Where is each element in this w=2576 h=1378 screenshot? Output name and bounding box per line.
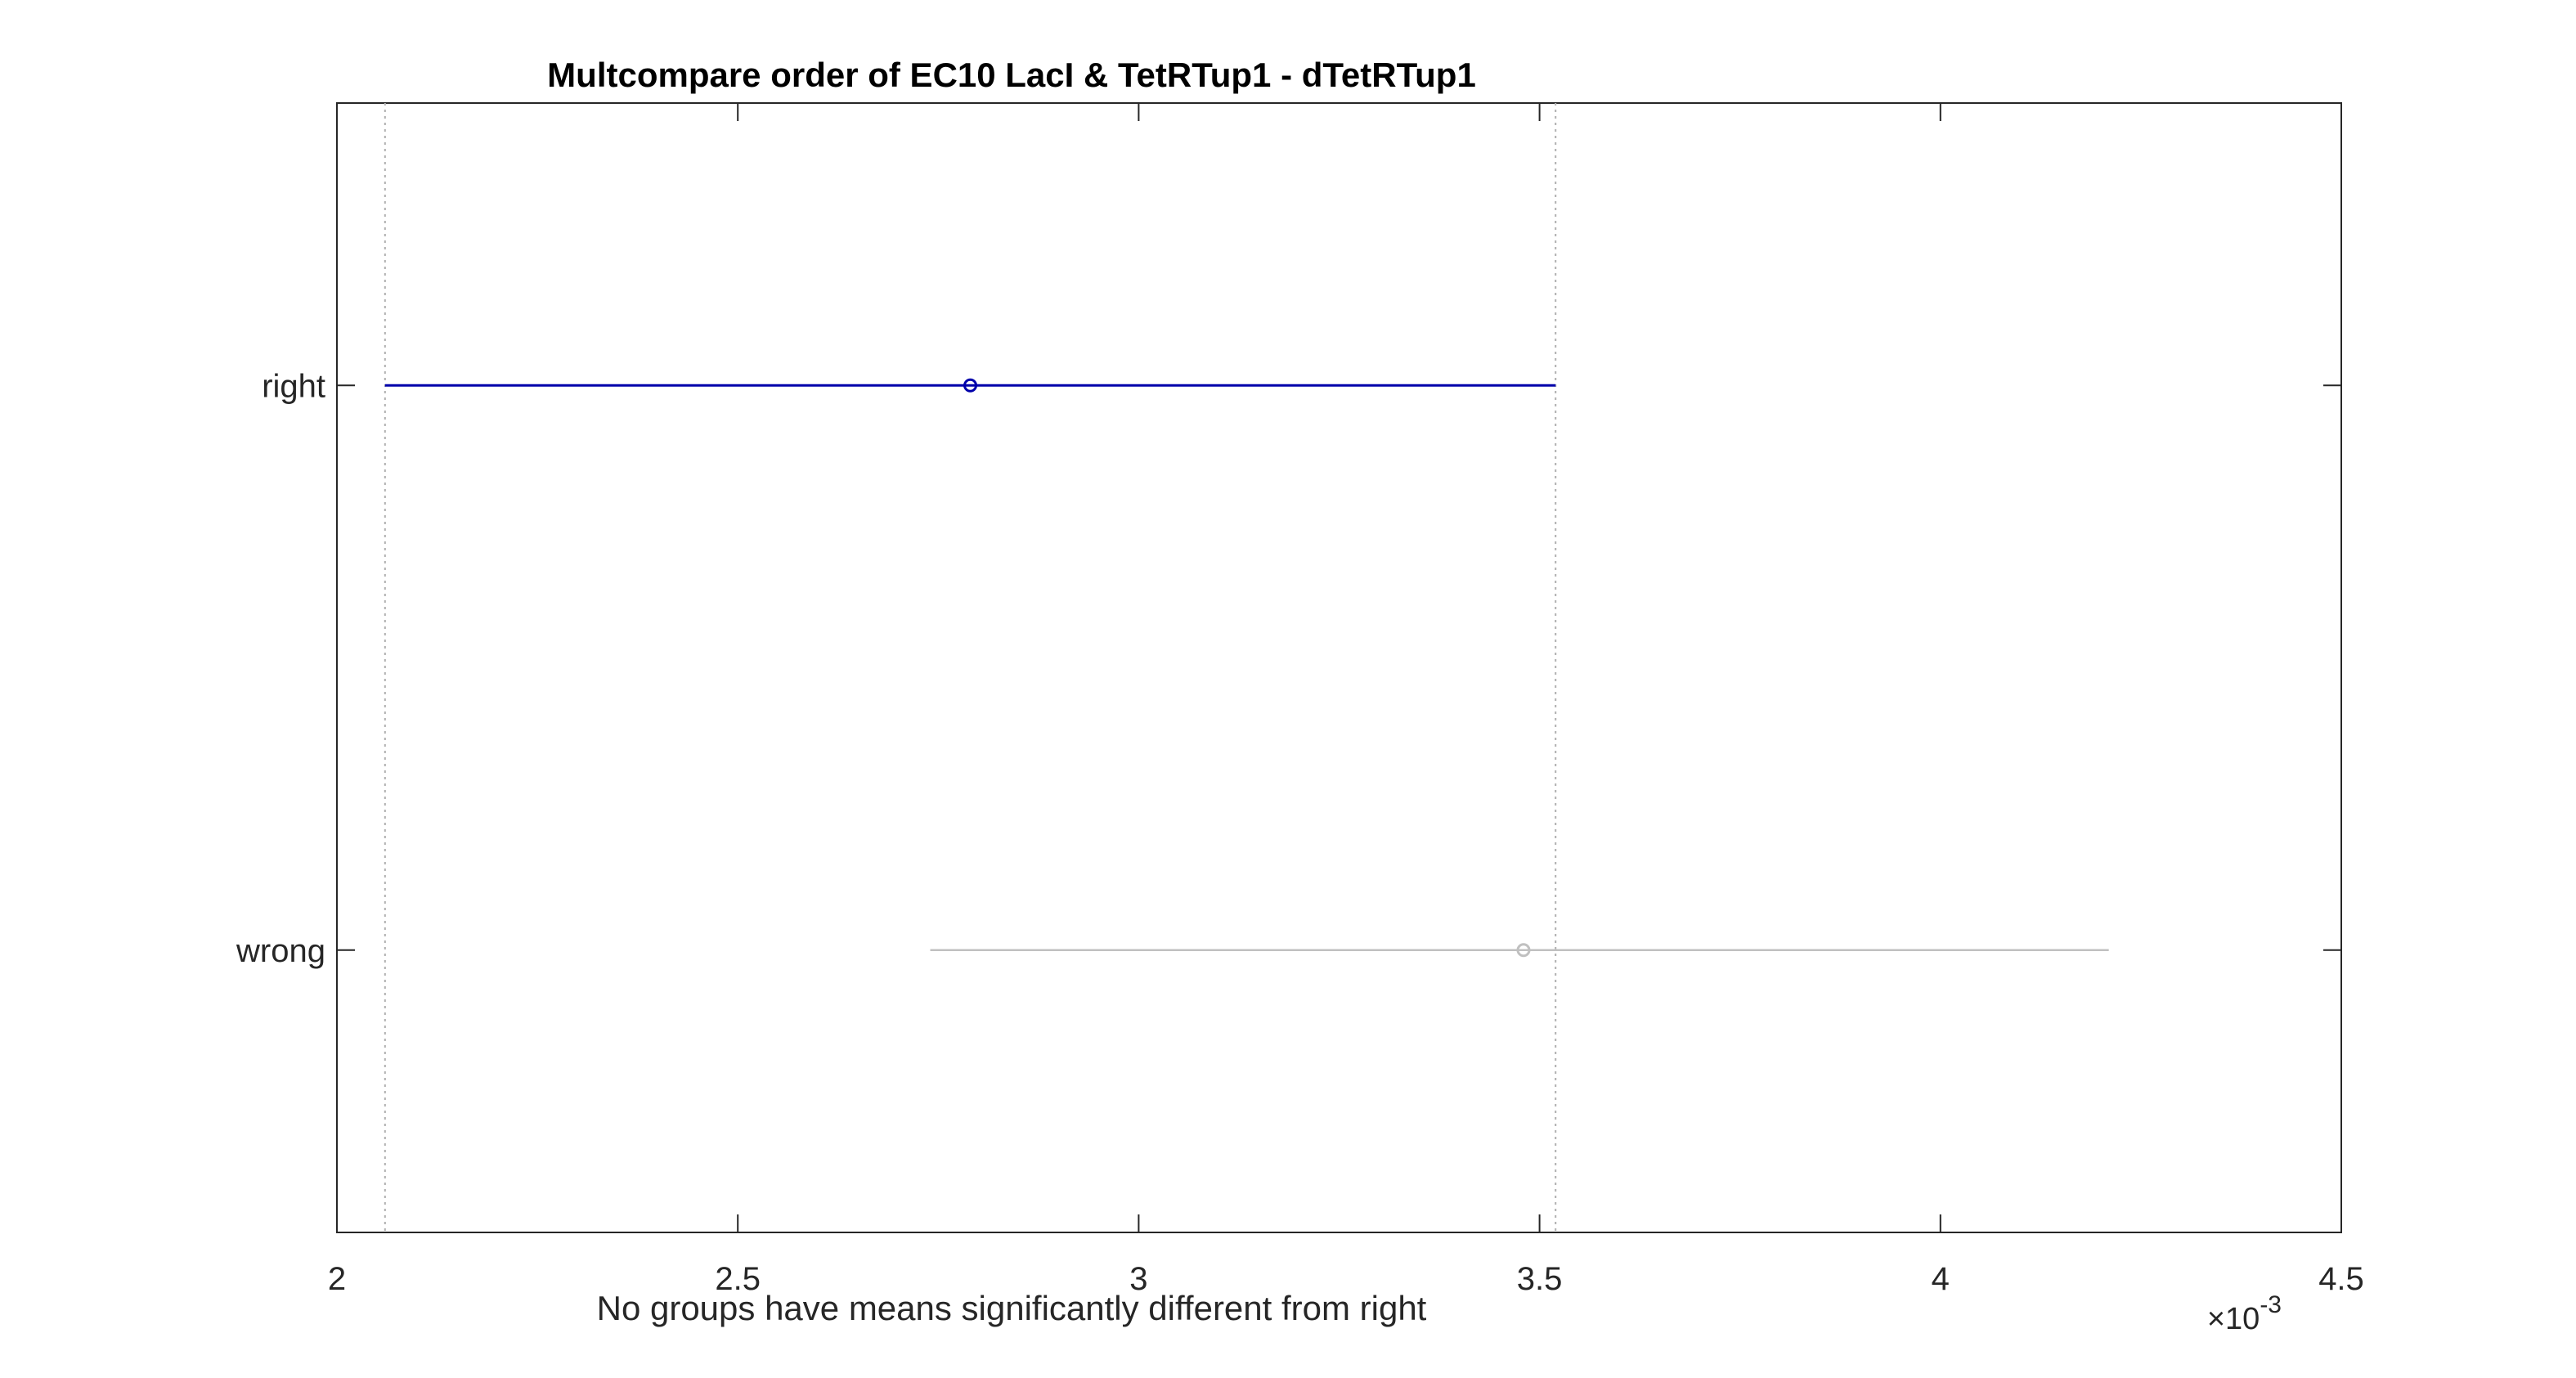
x-tick-label-2: 3 [1129, 1261, 1147, 1297]
plot-area: 2 2.5 3 3.5 4 4.5 right wrong [236, 102, 2364, 1297]
mean-marker-wrong [1516, 943, 1531, 958]
y-tick-label-wrong: wrong [236, 933, 325, 969]
x-tick-label-3: 3.5 [1517, 1261, 1563, 1297]
x-tick-label-1: 2.5 [715, 1261, 761, 1297]
exponent-base: ×10 [2207, 1302, 2260, 1336]
chart-title: Multcompare order of EC10 LacI & TetRTup… [547, 56, 1476, 94]
axes-box [336, 102, 2342, 1233]
x-axis-exponent: ×10-3 [2207, 1291, 2282, 1336]
x-tick-label-4: 4 [1932, 1261, 1950, 1297]
exponent-power: -3 [2260, 1291, 2282, 1318]
mean-marker-right [963, 378, 978, 393]
x-tick-label-5: 4.5 [2318, 1261, 2364, 1297]
x-axis-label: No groups have means significantly diffe… [597, 1289, 1427, 1327]
y-tick-label-right: right [262, 368, 325, 404]
x-tick-label-0: 2 [328, 1261, 346, 1297]
